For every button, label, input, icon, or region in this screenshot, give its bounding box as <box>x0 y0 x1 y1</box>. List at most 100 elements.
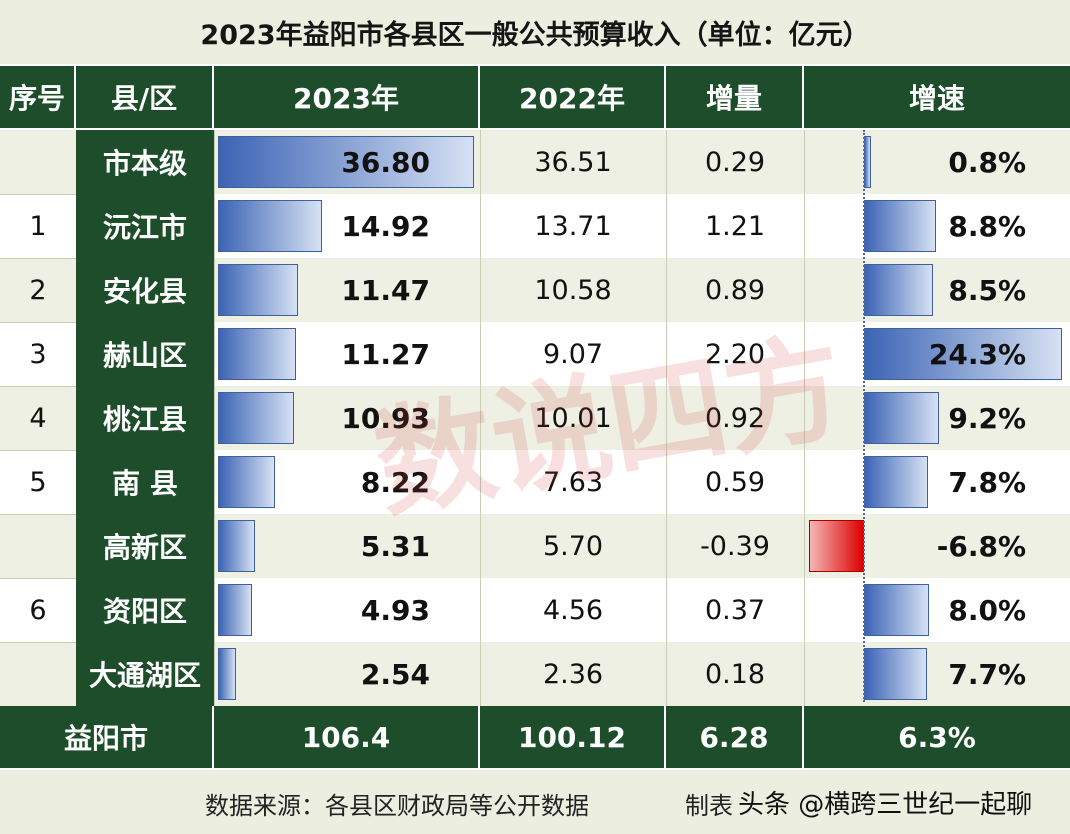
table-row: 1 沅江市 14.92 13.71 1.21 8.8% <box>0 194 1070 258</box>
value-growth: -6.8% <box>936 529 1026 563</box>
total-2022: 100.12 <box>480 706 666 768</box>
value-2023: 2.54 <box>360 657 430 691</box>
value-growth: 7.8% <box>948 465 1026 499</box>
value-increase: 2.20 <box>704 338 766 370</box>
footer: 数据来源：各县区财政局等公开数据 制表 头条 @横跨三世纪一起聊 <box>0 770 1070 834</box>
value-growth: 9.2% <box>948 401 1026 435</box>
value-increase: 1.21 <box>704 210 766 242</box>
value-2023: 8.22 <box>360 465 430 499</box>
bar-2023 <box>218 136 474 188</box>
row-region: 市本级 <box>76 130 214 194</box>
column-divider <box>804 130 805 706</box>
value-2022: 4.56 <box>542 594 604 626</box>
table-row: 高新区 5.31 5.70 -0.39 -6.8% <box>0 514 1070 578</box>
row-index <box>0 514 76 578</box>
value-2022: 5.70 <box>542 530 604 562</box>
bar-growth <box>864 264 934 316</box>
row-region: 赫山区 <box>76 322 214 386</box>
value-increase: 0.92 <box>704 402 766 434</box>
column-divider <box>666 130 667 706</box>
data-source: 数据来源：各县区财政局等公开数据 <box>205 792 589 820</box>
bar-2023 <box>218 456 276 508</box>
value-growth: 24.3% <box>928 337 1026 371</box>
value-growth: 8.5% <box>948 273 1026 307</box>
row-region: 安化县 <box>76 258 214 322</box>
row-index: 6 <box>29 594 47 626</box>
table-row: 5 南 县 8.22 7.63 0.59 7.8% <box>0 450 1070 514</box>
value-increase: 0.29 <box>704 146 766 178</box>
value-2022: 36.51 <box>534 146 612 178</box>
value-2023: 5.31 <box>360 529 430 563</box>
bar-2023 <box>218 264 298 316</box>
value-increase: 0.89 <box>704 274 766 306</box>
row-index: 2 <box>29 274 47 306</box>
row-region: 桃江县 <box>76 386 214 450</box>
header-row: 序号 县/区 2023年 2022年 增量 增速 <box>0 66 1070 128</box>
value-2022: 9.07 <box>542 338 604 370</box>
column-divider <box>480 130 481 706</box>
value-2023: 10.93 <box>341 401 430 435</box>
row-divider <box>0 386 76 387</box>
table-maker: 制表 <box>685 792 733 820</box>
row-index: 1 <box>29 210 47 242</box>
column-divider <box>214 130 215 706</box>
row-index: 5 <box>29 466 47 498</box>
table-row: 4 桃江县 10.93 10.01 0.92 9.2% <box>0 386 1070 450</box>
bar-2023 <box>218 584 253 636</box>
value-2022: 2.36 <box>542 658 604 690</box>
bar-growth <box>864 456 928 508</box>
bar-2023 <box>218 392 295 444</box>
total-name: 益阳市 <box>0 706 214 768</box>
value-increase: -0.39 <box>700 530 770 562</box>
value-increase: 0.37 <box>704 594 766 626</box>
header-2022: 2022年 <box>480 66 666 128</box>
value-growth: 7.7% <box>948 657 1026 691</box>
row-index: 3 <box>29 338 47 370</box>
table-row: 市本级 36.80 36.51 0.29 0.8% <box>0 130 1070 194</box>
table-row: 大通湖区 2.54 2.36 0.18 7.7% <box>0 642 1070 706</box>
row-region: 高新区 <box>76 514 214 578</box>
total-growth: 6.3% <box>898 720 976 754</box>
row-divider <box>0 642 76 643</box>
bar-growth <box>864 584 930 636</box>
growth-zero-axis <box>863 130 865 702</box>
bar-growth <box>864 200 936 252</box>
value-increase: 0.59 <box>704 466 766 498</box>
bar-2023 <box>218 328 297 380</box>
header-2023: 2023年 <box>214 66 480 128</box>
row-region: 沅江市 <box>76 194 214 258</box>
total-2023: 106.4 <box>214 706 480 768</box>
row-region: 南 县 <box>76 450 214 514</box>
table-row: 3 赫山区 11.27 9.07 2.20 24.3% <box>0 322 1070 386</box>
value-2022: 10.01 <box>534 402 612 434</box>
table-row: 2 安化县 11.47 10.58 0.89 8.5% <box>0 258 1070 322</box>
footer-watermark: 头条 @横跨三世纪一起聊 <box>738 790 1033 820</box>
row-index <box>0 130 76 194</box>
value-growth: 8.0% <box>948 593 1026 627</box>
table-title: 2023年益阳市各县区一般公共预算收入（单位：亿元） <box>0 0 1070 66</box>
row-region: 大通湖区 <box>76 642 214 706</box>
value-2023: 14.92 <box>341 209 430 243</box>
value-growth: 8.8% <box>948 209 1026 243</box>
value-2022: 7.63 <box>542 466 604 498</box>
header-idx: 序号 <box>0 66 76 128</box>
row-index: 4 <box>29 402 47 434</box>
header-name: 县/区 <box>76 66 214 128</box>
value-2023: 4.93 <box>360 593 430 627</box>
value-2023: 36.80 <box>341 145 430 179</box>
header-growth: 增速 <box>908 82 965 115</box>
bar-growth <box>864 328 1062 380</box>
value-growth: 0.8% <box>948 145 1026 179</box>
total-increase: 6.28 <box>666 706 804 768</box>
row-divider <box>0 578 76 579</box>
header-increase: 增量 <box>666 66 804 128</box>
bar-2023 <box>218 200 322 252</box>
row-divider <box>0 194 76 195</box>
bar-2023 <box>218 648 236 700</box>
bar-growth <box>864 392 939 444</box>
row-index <box>0 642 76 706</box>
value-increase: 0.18 <box>704 658 766 690</box>
value-2023: 11.27 <box>341 337 430 371</box>
row-divider <box>0 514 76 515</box>
